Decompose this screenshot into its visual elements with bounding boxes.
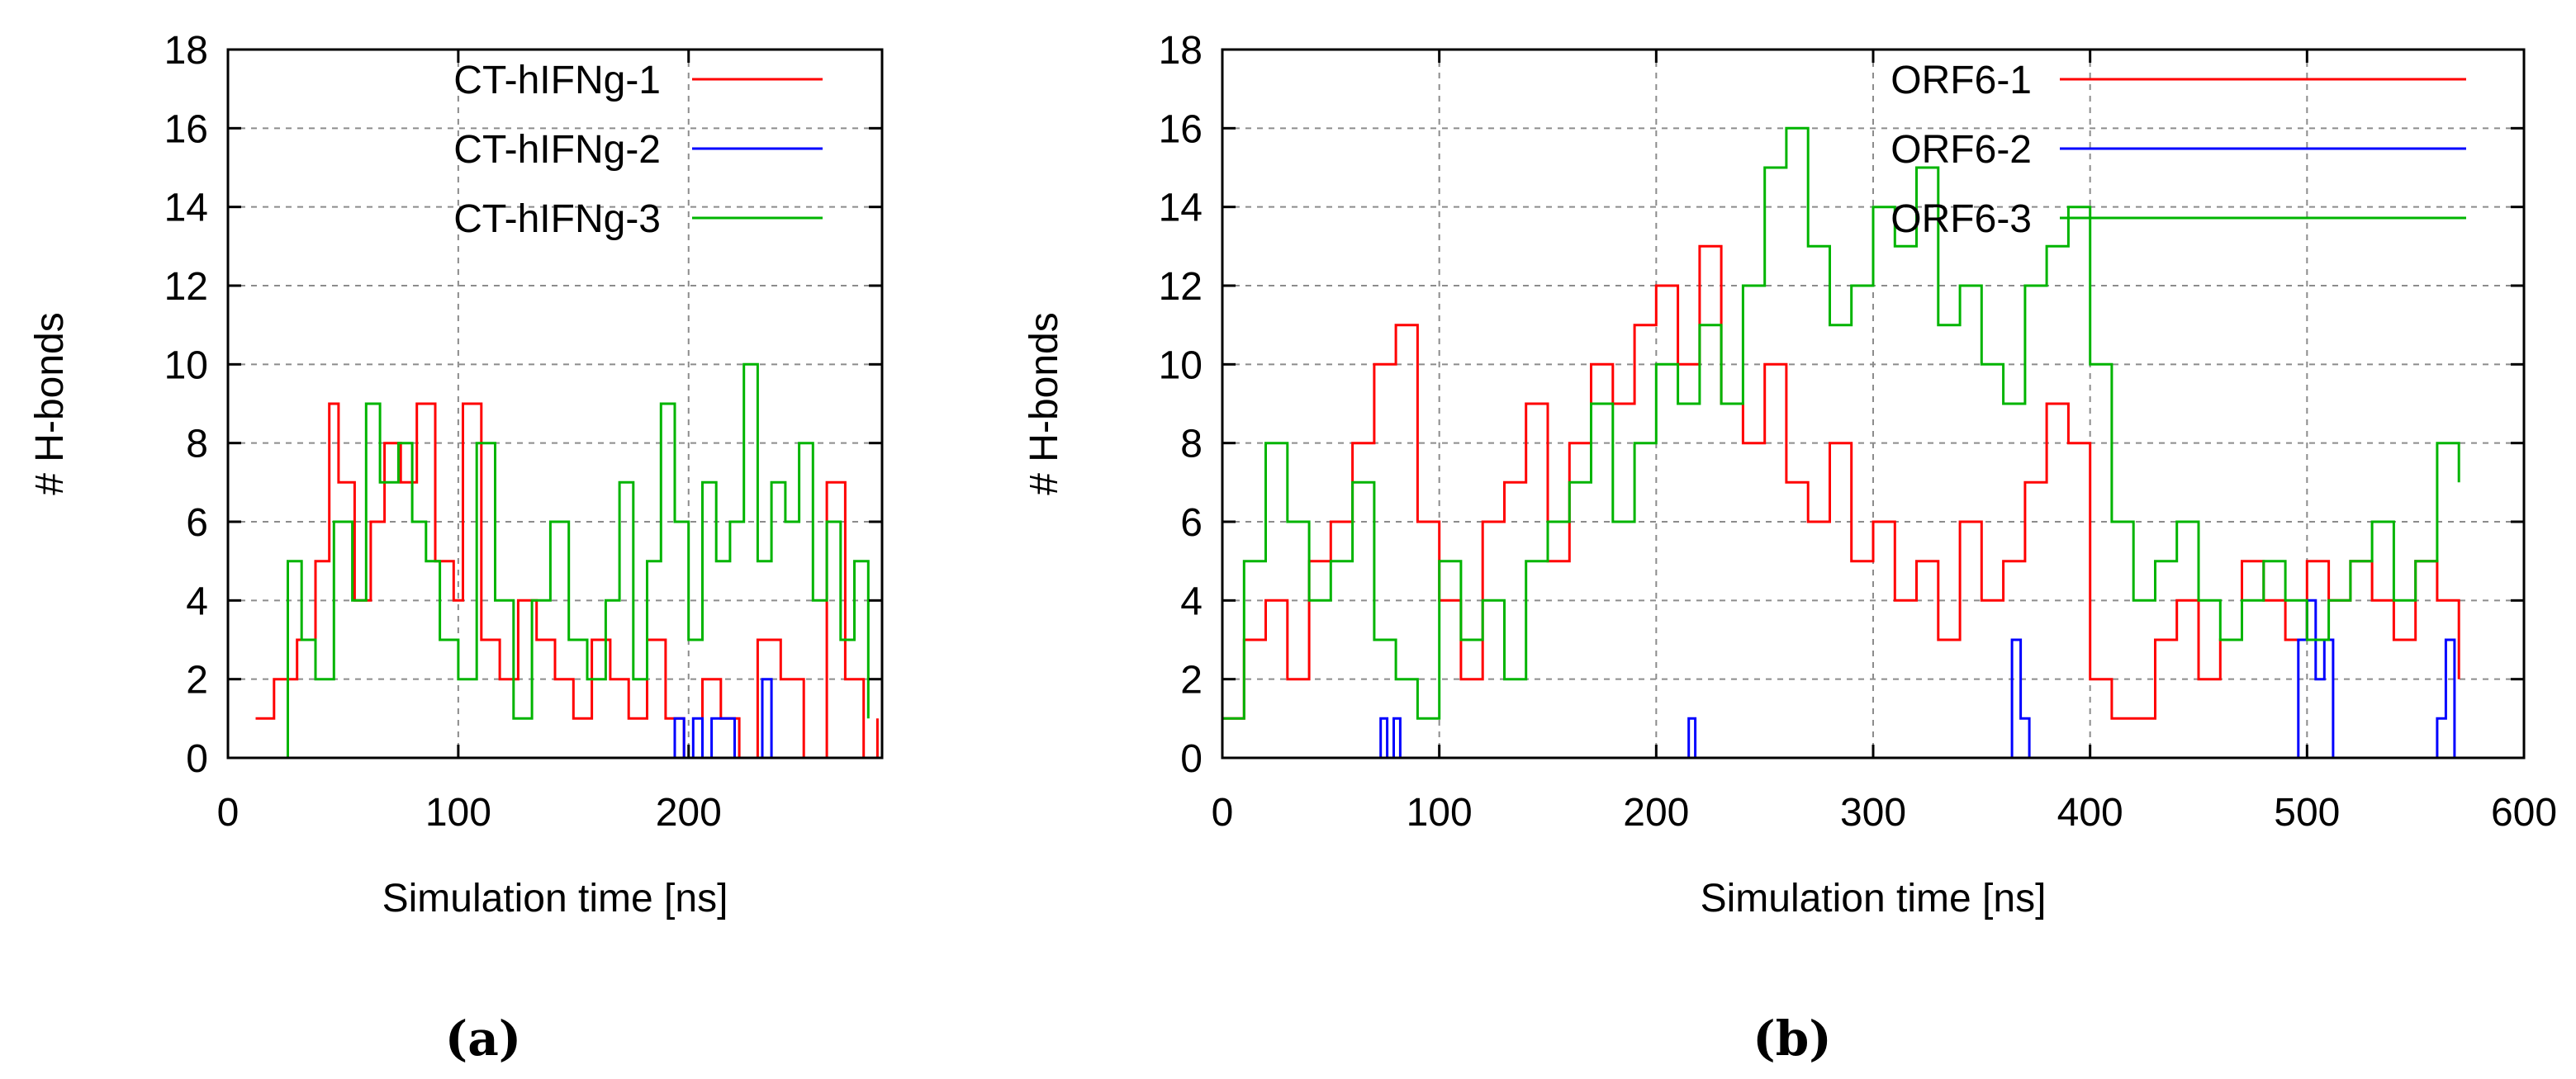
y-axis-label-b: # H-bonds — [1022, 312, 1066, 495]
y-axis-label-a: # H-bonds — [28, 312, 72, 495]
y-tick-label: 2 — [186, 659, 208, 703]
x-tick-label: 0 — [217, 791, 240, 835]
chart-panel-a: 0 2 4 6 8 10 12 14 16 18 0 100 200 # H-bonds Simula… — [28, 29, 884, 1067]
y-tick-label: 14 — [1159, 187, 1203, 230]
y-tick-label: 6 — [1180, 501, 1203, 545]
series-line-ct-hifng-3 — [273, 362, 870, 758]
y-ticks-b: 0 2 4 6 8 10 12 14 16 18 — [1159, 29, 2524, 781]
x-tick-label: 400 — [2057, 791, 2123, 835]
legend-label: CT-hIFNg-1 — [453, 59, 661, 102]
x-tick-label: 0 — [1212, 791, 1234, 835]
x-tick-label: 600 — [2491, 791, 2557, 835]
chart-panel-b: 0 2 4 6 8 10 12 14 16 18 0 100 200 300 400 500 600 # H-… — [1022, 29, 2557, 1067]
y-tick-label: 16 — [164, 107, 208, 151]
y-tick-label: 2 — [1180, 659, 1203, 703]
plot-area-b — [1222, 126, 2464, 758]
x-tick-label: 100 — [425, 791, 491, 835]
y-ticks-a: 0 2 4 6 8 10 12 14 16 18 — [164, 29, 882, 781]
legend-b: ORF6-1 ORF6-2 ORF6-3 — [1890, 59, 2466, 241]
series-line-orf6-2 — [1222, 599, 2464, 758]
panel-caption-b: (b) — [1753, 1010, 1831, 1067]
y-tick-label: 16 — [1159, 107, 1203, 151]
y-tick-label: 0 — [1180, 737, 1203, 781]
y-tick-label: 10 — [164, 343, 208, 387]
x-axis-label-b: Simulation time [ns] — [1701, 877, 2047, 920]
y-tick-label: 12 — [1159, 265, 1203, 309]
y-tick-label: 12 — [164, 265, 208, 309]
y-tick-label: 0 — [186, 737, 208, 781]
y-tick-label: 4 — [186, 580, 208, 623]
plot-frame-a — [226, 48, 884, 760]
series-line-ct-hifng-1 — [255, 402, 879, 758]
y-tick-label: 8 — [1180, 423, 1203, 466]
plot-area-a — [228, 362, 882, 758]
x-tick-label: 200 — [1623, 791, 1689, 835]
legend-label: ORF6-3 — [1890, 197, 2032, 241]
x-axis-label-a: Simulation time [ns] — [382, 877, 728, 920]
series-line-ct-hifng-2 — [228, 678, 882, 758]
y-tick-label: 6 — [186, 501, 208, 545]
panel-caption-a: (a) — [445, 1010, 521, 1067]
x-tick-label: 100 — [1407, 791, 1473, 835]
x-tick-label: 300 — [1840, 791, 1906, 835]
legend-a: CT-hIFNg-1 CT-hIFNg-2 CT-hIFNg-3 — [453, 59, 823, 241]
legend-label: CT-hIFNg-3 — [453, 197, 661, 241]
x-ticks-b: 0 100 200 300 400 500 600 — [1212, 50, 2557, 835]
y-tick-label: 18 — [164, 29, 208, 73]
y-tick-label: 8 — [186, 423, 208, 466]
legend-label: ORF6-2 — [1890, 128, 2032, 172]
legend-label: ORF6-1 — [1890, 59, 2032, 102]
y-tick-label: 4 — [1180, 580, 1203, 623]
y-tick-label: 18 — [1159, 29, 1203, 73]
y-tick-label: 14 — [164, 187, 208, 230]
x-ticks-a: 0 100 200 — [217, 50, 722, 835]
x-tick-label: 500 — [2274, 791, 2340, 835]
series-line-orf6-3 — [1222, 126, 2460, 720]
legend-label: CT-hIFNg-2 — [453, 128, 661, 172]
y-tick-label: 10 — [1159, 343, 1203, 387]
x-tick-label: 200 — [656, 791, 722, 835]
